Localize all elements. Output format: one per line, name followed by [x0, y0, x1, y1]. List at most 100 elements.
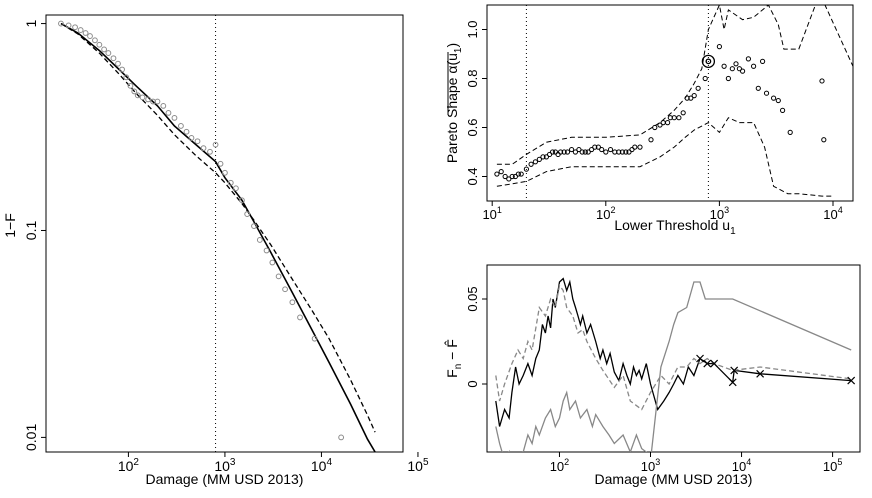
empirical-point — [115, 60, 121, 67]
shape-estimate-point — [750, 63, 757, 69]
empirical-point — [275, 273, 282, 280]
cross-marker — [756, 369, 765, 378]
shape-estimate-point — [561, 149, 567, 155]
shape-estimate-point — [721, 63, 727, 69]
plot-area — [495, 277, 856, 452]
empirical-point — [233, 185, 239, 192]
confidence-band-upper — [496, 5, 853, 165]
x-tick-base: 10 — [710, 207, 724, 222]
shape-estimate-point — [589, 146, 595, 153]
shape-estimate-point — [557, 149, 564, 155]
empirical-point — [165, 110, 172, 116]
y-tick-label: 0.05 — [465, 286, 480, 311]
shape-estimate-point — [523, 166, 529, 172]
shape-estimate-point — [528, 161, 534, 167]
fitted-dashed-line — [60, 23, 376, 433]
plot-area — [494, 5, 853, 201]
shape-estimate-point — [564, 149, 571, 155]
x-tick-exponent: 4 — [838, 205, 843, 215]
shape-estimate-point — [695, 85, 701, 91]
y-tick-label: 0.8 — [465, 69, 480, 87]
empirical-point — [105, 50, 112, 56]
x-axis-label-main: Lower Threshold u — [614, 217, 730, 233]
empirical-point — [227, 179, 234, 186]
shape-estimate-point — [549, 149, 556, 155]
x-tick-base: 10 — [482, 207, 496, 222]
x-tick-label: 103 — [641, 457, 660, 474]
empirical-point — [222, 169, 228, 176]
shape-estimate-point — [576, 146, 582, 153]
shape-estimate-point — [582, 149, 588, 155]
empirical-point — [119, 66, 125, 73]
empirical-point — [239, 197, 245, 204]
shape-estimate-point — [502, 173, 508, 180]
x-tick-label: 102 — [596, 205, 615, 222]
shape-estimate-point — [657, 122, 663, 128]
x-tick-label: 105 — [823, 457, 842, 474]
empirical-point — [72, 24, 78, 31]
empirical-point — [178, 123, 184, 129]
x-tick-label: 101 — [482, 205, 501, 222]
y-tick-label: 0 — [465, 380, 480, 387]
empirical-point — [217, 160, 224, 167]
shape-estimate-point — [626, 149, 632, 155]
shape-estimate-point — [660, 120, 666, 126]
empirical-point — [145, 96, 152, 103]
x-axis-label-subscript: 1 — [730, 226, 736, 237]
empirical-point — [96, 41, 103, 48]
y-axis-label: Pareto Shape α(u1) — [444, 43, 464, 163]
y-axis-label-subscript: 1 — [453, 47, 464, 53]
x-tick-label: 104 — [311, 457, 333, 474]
shape-estimate-point — [779, 107, 786, 113]
x-tick-base: 10 — [550, 459, 564, 474]
shape-estimate-point — [506, 176, 512, 182]
x-tick-exponent: 2 — [611, 205, 616, 215]
x-tick-base: 10 — [596, 207, 610, 222]
empirical-point — [139, 94, 146, 101]
empirical-point — [127, 82, 134, 89]
y-tick-label: 1.0 — [465, 20, 480, 38]
empirical-point — [171, 115, 178, 121]
empirical-point — [188, 135, 195, 141]
x-tick-label: 102 — [118, 457, 140, 474]
empirical-point — [256, 237, 263, 243]
empirical-point — [131, 88, 138, 95]
empirical-point — [154, 98, 161, 105]
shape-estimate-point — [632, 144, 638, 150]
confidence-band-lower — [496, 117, 833, 197]
shape-estimate-point — [716, 44, 722, 50]
shape-estimate-point — [552, 149, 558, 155]
x-tick-label: 104 — [732, 457, 751, 474]
x-tick-exponent: 4 — [326, 457, 332, 468]
shape-estimate-point — [579, 149, 585, 155]
shape-estimate-point — [671, 115, 677, 121]
empirical-point — [183, 128, 190, 135]
y-axis-label-main: F — [444, 369, 460, 378]
plot-frame — [486, 4, 854, 202]
empirical-point — [282, 286, 288, 293]
empirical-point — [65, 22, 72, 29]
shape-estimate-point — [770, 95, 777, 101]
gray-dashed-line — [495, 283, 852, 411]
y-axis-label-tail: − F̂ — [444, 339, 460, 364]
empirical-point — [134, 92, 141, 99]
x-tick-base: 10 — [311, 458, 327, 474]
plot-frame — [486, 264, 861, 453]
selected-threshold-point — [705, 58, 712, 65]
y-tick-label: 0.6 — [465, 118, 480, 136]
shape-estimate-point — [540, 154, 546, 160]
gray-solid-line — [495, 281, 852, 452]
shape-estimate-point — [652, 124, 658, 131]
shape-estimate-point — [592, 144, 598, 150]
shape-estimate-point — [546, 151, 553, 158]
shape-estimate-point — [585, 149, 591, 155]
shape-estimate-point — [637, 144, 643, 150]
empirical-point — [251, 223, 257, 229]
shape-estimate-point — [532, 159, 538, 165]
shape-estimate-point — [729, 66, 735, 72]
x-tick-exponent: 1 — [497, 205, 502, 215]
